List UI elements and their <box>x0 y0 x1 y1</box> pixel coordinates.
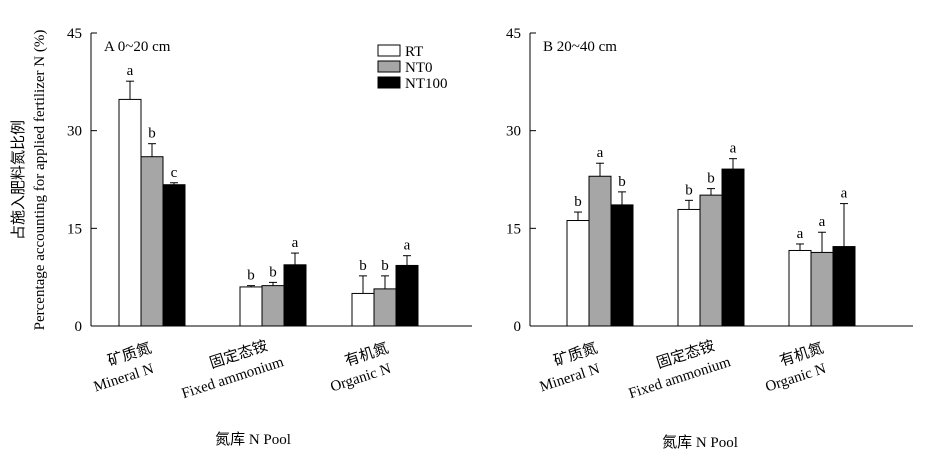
x-axis-title-b: 氮库 N Pool <box>662 434 738 451</box>
category-label-en: Mineral N <box>92 361 156 395</box>
significance-letter: b <box>685 182 693 198</box>
bar-rt <box>566 220 590 327</box>
legend-swatch-nt0 <box>377 60 401 73</box>
legend-swatch-nt100 <box>377 76 401 89</box>
bar-nt0 <box>373 288 397 327</box>
significance-letter: a <box>797 226 804 242</box>
significance-letter: a <box>819 214 826 230</box>
significance-letter: b <box>148 126 156 142</box>
significance-letter: b <box>359 258 367 274</box>
bar-rt <box>118 98 142 327</box>
bar-rt <box>788 249 812 327</box>
category-label-en: Organic N <box>329 361 394 396</box>
significance-letter: a <box>404 238 411 254</box>
significance-letter: a <box>127 63 134 79</box>
bar-nt100 <box>395 264 419 327</box>
bar-nt100 <box>832 246 856 327</box>
bar-nt100 <box>610 204 634 327</box>
significance-letter: c <box>171 165 178 181</box>
significance-letter: b <box>618 174 626 190</box>
bar-nt0 <box>261 285 285 327</box>
y-tick-label: 0 <box>75 319 83 335</box>
legend-label: RT <box>405 44 423 60</box>
bar-nt0 <box>699 194 723 327</box>
significance-letter: a <box>730 141 737 157</box>
bar-nt100 <box>283 264 307 327</box>
y-tick-label: 30 <box>506 124 521 140</box>
significance-letter: a <box>841 186 848 202</box>
significance-letter: b <box>381 258 389 274</box>
bar-rt <box>239 286 263 327</box>
y-axis-title-cn: 占施入肥料氮比例 <box>10 120 27 240</box>
y-tick-label: 0 <box>514 319 522 335</box>
bar-nt0 <box>810 251 834 327</box>
y-axis-title-en: Percentage accounting for applied fertil… <box>32 30 48 331</box>
significance-letter: b <box>574 194 582 210</box>
bar-nt100 <box>162 184 186 327</box>
y-axis-title: 占施入肥料氮比例 Percentage accounting for appli… <box>10 30 48 331</box>
panel-b-title: B 20~40 cm <box>543 39 617 55</box>
y-tick-label: 45 <box>67 26 82 42</box>
category-label-en: Mineral N <box>538 361 602 395</box>
significance-letter: a <box>292 235 299 251</box>
bar-nt100 <box>721 168 745 327</box>
y-tick-label: 15 <box>67 221 82 237</box>
category-label-en: Organic N <box>764 361 829 396</box>
y-tick-label: 15 <box>506 221 521 237</box>
y-tick-label: 30 <box>67 124 82 140</box>
bar-rt <box>351 292 375 327</box>
y-tick-label: 45 <box>506 26 521 42</box>
bar-nt0 <box>588 175 612 327</box>
bar-nt0 <box>140 156 164 327</box>
significance-letter: b <box>269 264 277 280</box>
panel-a-title: A 0~20 cm <box>104 39 171 55</box>
legend-label: NT100 <box>405 76 448 92</box>
significance-letter: b <box>707 171 715 187</box>
legend-label: NT0 <box>405 60 433 76</box>
legend-swatch-rt <box>377 44 401 57</box>
x-axis-title-a: 氮库 N Pool <box>215 431 291 448</box>
significance-letter: a <box>597 145 604 161</box>
bar-rt <box>677 208 701 327</box>
significance-letter: b <box>247 268 255 284</box>
